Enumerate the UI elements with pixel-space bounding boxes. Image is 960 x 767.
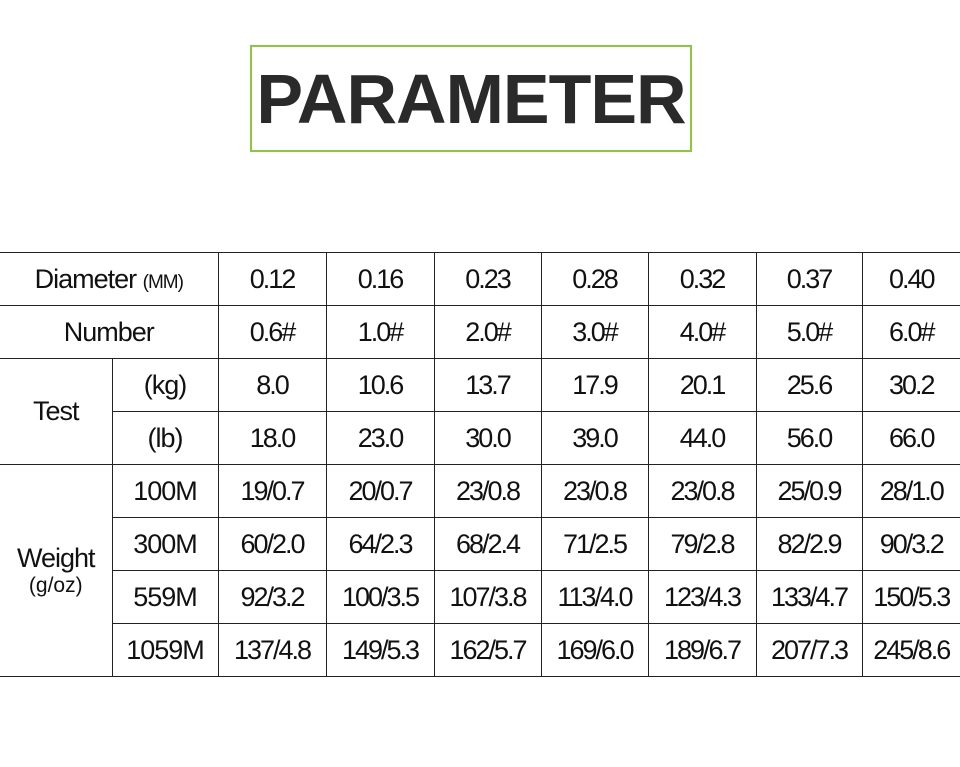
value-cell: 90/3.2 — [861, 517, 960, 571]
diameter-unit: (MM) — [142, 271, 184, 293]
weight-length: 100M — [111, 464, 219, 518]
row-number: Number 0.6# 1.0# 2.0# 3.0# 4.0# 5.0# 6.0# — [0, 305, 960, 359]
value-cell: 23/0.8 — [540, 464, 649, 518]
value-cell: 137/4.8 — [217, 623, 327, 677]
value-cell: 23/0.8 — [433, 464, 542, 518]
value-cell: 30.0 — [433, 411, 542, 465]
value-cell: 113/4.0 — [540, 570, 649, 624]
value-cell: 245/8.6 — [861, 623, 960, 677]
value-cell: 4.0# — [647, 305, 757, 359]
value-cell: 133/4.7 — [755, 570, 863, 624]
row-weight: Weight (g/oz) 100M 19/0.7 20/0.7 23/0.8 23/0.8… — [0, 464, 960, 677]
value-cell: 8.0 — [217, 358, 327, 412]
value-cell: 30.2 — [861, 358, 960, 412]
title-box: PARAMETER — [250, 45, 692, 152]
value-cell: 0.23 — [433, 252, 542, 306]
weight-label: Weight — [16, 543, 96, 573]
value-cell: 64/2.3 — [325, 517, 435, 571]
value-cell: 56.0 — [755, 411, 863, 465]
value-cell: 162/5.7 — [433, 623, 542, 677]
value-cell: 107/3.8 — [433, 570, 542, 624]
value-cell: 60/2.0 — [217, 517, 327, 571]
value-cell: 13.7 — [433, 358, 542, 412]
number-header: Number — [0, 305, 219, 359]
value-cell: 44.0 — [647, 411, 757, 465]
value-cell: 0.28 — [540, 252, 649, 306]
weight-length: 559M — [111, 570, 219, 624]
row-weight: 1059M 137/4.8 149/5.3 162/5.7 169/6.0 189/6.7… — [0, 623, 960, 677]
row-weight: 300M 60/2.0 64/2.3 68/2.4 71/2.5 79/2.8 82/2.9… — [0, 517, 960, 571]
value-cell: 1.0# — [325, 305, 435, 359]
value-cell: 79/2.8 — [647, 517, 757, 571]
value-cell: 10.6 — [325, 358, 435, 412]
value-cell: 71/2.5 — [540, 517, 649, 571]
value-cell: 150/5.3 — [861, 570, 960, 624]
weight-length: 1059M — [111, 623, 219, 677]
value-cell: 19/0.7 — [217, 464, 327, 518]
row-weight: 559M 92/3.2 100/3.5 107/3.8 113/4.0 123/4.3 13… — [0, 570, 960, 624]
value-cell: 5.0# — [755, 305, 863, 359]
diameter-label: Diameter — [34, 263, 138, 294]
value-cell: 100/3.5 — [325, 570, 435, 624]
value-cell: 68/2.4 — [433, 517, 542, 571]
value-cell: 2.0# — [433, 305, 542, 359]
value-cell: 0.6# — [217, 305, 327, 359]
value-cell: 17.9 — [540, 358, 649, 412]
value-cell: 18.0 — [217, 411, 327, 465]
value-cell: 25/0.9 — [755, 464, 863, 518]
test-unit: (kg) — [111, 358, 219, 412]
row-diameter: Diameter (MM) 0.12 0.16 0.23 0.28 0.32 0.37 0.4… — [0, 252, 960, 306]
value-cell: 39.0 — [540, 411, 649, 465]
weight-header: Weight (g/oz) — [0, 464, 113, 677]
value-cell: 149/5.3 — [325, 623, 435, 677]
value-cell: 189/6.7 — [647, 623, 757, 677]
value-cell: 20/0.7 — [325, 464, 435, 518]
parameter-table: Diameter (MM) 0.12 0.16 0.23 0.28 0.32 0.37 0.4… — [0, 252, 960, 677]
value-cell: 66.0 — [861, 411, 960, 465]
value-cell: 28/1.0 — [861, 464, 960, 518]
value-cell: 0.37 — [755, 252, 863, 306]
value-cell: 25.6 — [755, 358, 863, 412]
page-title: PARAMETER — [256, 59, 686, 138]
value-cell: 123/4.3 — [647, 570, 757, 624]
value-cell: 0.32 — [647, 252, 757, 306]
value-cell: 6.0# — [861, 305, 960, 359]
value-cell: 0.40 — [861, 252, 960, 306]
test-unit: (lb) — [111, 411, 219, 465]
value-cell: 0.16 — [325, 252, 435, 306]
value-cell: 3.0# — [540, 305, 649, 359]
value-cell: 169/6.0 — [540, 623, 649, 677]
value-cell: 23.0 — [325, 411, 435, 465]
value-cell: 0.12 — [217, 252, 327, 306]
value-cell: 92/3.2 — [217, 570, 327, 624]
weight-length: 300M — [111, 517, 219, 571]
value-cell: 23/0.8 — [647, 464, 757, 518]
value-cell: 207/7.3 — [755, 623, 863, 677]
row-test: (lb) 18.0 23.0 30.0 39.0 44.0 56.0 66.0 — [0, 411, 960, 465]
value-cell: 82/2.9 — [755, 517, 863, 571]
row-test: Test (kg) 8.0 10.6 13.7 17.9 20.1 25.6 30.2 — [0, 358, 960, 465]
weight-unit: (g/oz) — [28, 574, 83, 597]
diameter-header: Diameter (MM) — [0, 252, 219, 306]
value-cell: 20.1 — [647, 358, 757, 412]
test-header: Test — [0, 358, 113, 465]
